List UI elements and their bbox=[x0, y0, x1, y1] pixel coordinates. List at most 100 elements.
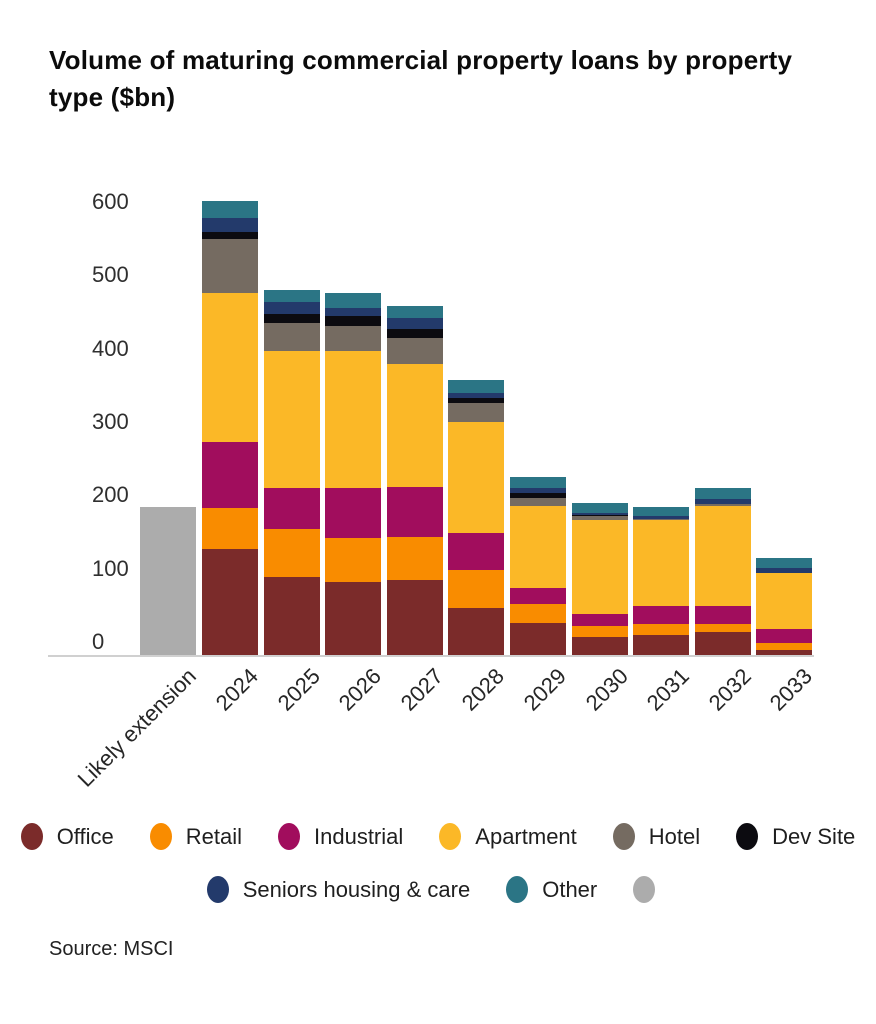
bar-segment bbox=[448, 569, 505, 609]
legend-item: Seniors housing & care bbox=[206, 876, 470, 903]
legend-label: Retail bbox=[185, 823, 242, 849]
bar-segment bbox=[263, 289, 320, 303]
bar-segment bbox=[633, 624, 690, 636]
bar-segment bbox=[140, 506, 196, 655]
bar-segment bbox=[510, 487, 566, 493]
bar-segment bbox=[263, 302, 320, 314]
legend-label: Office bbox=[56, 823, 114, 849]
bar-segment bbox=[694, 498, 751, 504]
bar-segment bbox=[571, 613, 628, 626]
bar-segment bbox=[571, 512, 628, 515]
legend-row-2: Seniors housing & care Other bbox=[0, 876, 876, 903]
bar-segment bbox=[325, 308, 382, 317]
legend-item: Office bbox=[20, 823, 114, 850]
bar-segment bbox=[448, 393, 505, 399]
y-axis-tick-label: 600 bbox=[92, 188, 129, 214]
legend-item: Hotel bbox=[612, 823, 701, 850]
bar-segment bbox=[263, 313, 320, 323]
bar-segment bbox=[325, 538, 382, 582]
bar-segment bbox=[448, 608, 505, 655]
legend-marker-circle bbox=[439, 823, 462, 850]
bar-segment bbox=[386, 487, 443, 537]
y-axis-tick-label: 400 bbox=[92, 335, 129, 361]
bar-segment bbox=[756, 567, 813, 573]
bar-segment bbox=[510, 603, 566, 624]
bar-segment bbox=[633, 516, 690, 519]
bar-segment bbox=[571, 625, 628, 638]
bar-segment bbox=[571, 516, 628, 521]
bar-segment bbox=[694, 624, 751, 632]
bar-segment bbox=[325, 488, 382, 539]
bar-segment bbox=[510, 476, 566, 488]
bar-segment bbox=[386, 338, 443, 364]
bar-segment bbox=[263, 322, 320, 352]
bar-segment bbox=[510, 498, 566, 507]
bar-segment bbox=[448, 379, 505, 394]
bar-segment bbox=[325, 316, 382, 326]
bar-segment bbox=[633, 605, 690, 625]
legend-label: Hotel bbox=[648, 823, 701, 849]
bar-segment bbox=[633, 635, 690, 655]
bar-segment bbox=[448, 421, 505, 534]
bar-segment bbox=[633, 506, 690, 517]
y-axis-tick-label: 200 bbox=[92, 482, 129, 508]
bar-segment bbox=[694, 605, 751, 625]
bar-segment bbox=[202, 508, 258, 549]
legend-marker-circle bbox=[633, 876, 656, 903]
bar-segment bbox=[263, 351, 320, 489]
legend-marker-circle bbox=[612, 823, 635, 850]
source-text: Source: MSCI bbox=[49, 938, 174, 960]
bar-segment bbox=[694, 631, 751, 655]
bar-segment bbox=[386, 580, 443, 655]
legend-item: Industrial bbox=[278, 823, 403, 850]
y-axis-tick-label: 0 bbox=[92, 629, 105, 654]
bar-segment bbox=[571, 637, 628, 655]
bar-segment bbox=[633, 520, 690, 606]
legend-marker-circle bbox=[20, 823, 43, 850]
bar-segment bbox=[756, 643, 813, 650]
legend-item: Dev Site bbox=[736, 823, 855, 850]
bar-segment bbox=[448, 398, 505, 404]
y-axis-tick-label: 500 bbox=[92, 262, 129, 288]
legend-marker-circle bbox=[278, 823, 300, 850]
bar-segment bbox=[756, 572, 813, 629]
legend-marker-circle bbox=[736, 823, 759, 850]
x-axis-line bbox=[48, 655, 814, 657]
bar-segment bbox=[202, 200, 258, 218]
bar-segment bbox=[325, 581, 382, 655]
y-axis-tick-label: 300 bbox=[92, 408, 129, 434]
bar-segment bbox=[386, 318, 443, 329]
bar-segment bbox=[510, 506, 566, 589]
bar-segment bbox=[202, 231, 258, 240]
y-axis-tick-label: 100 bbox=[92, 555, 129, 581]
bar-segment bbox=[510, 588, 566, 604]
legend-item bbox=[633, 876, 669, 903]
legend-label: Other bbox=[542, 876, 598, 902]
bar-segment bbox=[448, 533, 505, 570]
bar-segment bbox=[325, 293, 382, 309]
bar-segment bbox=[756, 628, 813, 644]
bar-segment bbox=[202, 239, 258, 294]
bar-segment bbox=[386, 305, 443, 319]
legend-label: Apartment bbox=[475, 823, 577, 849]
bar-segment bbox=[263, 576, 320, 655]
bar-segment bbox=[202, 441, 258, 509]
bar-segment bbox=[510, 492, 566, 499]
bar-segment bbox=[694, 503, 751, 507]
bar-segment bbox=[756, 558, 813, 568]
bar-segment bbox=[694, 488, 751, 499]
legend-row-1: Office Retail Industrial Apartment Hotel Dev … bbox=[0, 823, 876, 850]
bar-segment bbox=[386, 328, 443, 339]
bar-segment bbox=[202, 293, 258, 442]
legend-item: Other bbox=[506, 876, 597, 903]
chart-title: Volume of maturing commercial property l… bbox=[49, 42, 849, 116]
bar-segment bbox=[571, 503, 628, 513]
bar-segment bbox=[263, 528, 320, 577]
bar-segment bbox=[510, 623, 566, 655]
bar-segment bbox=[694, 506, 751, 606]
bar-segment bbox=[448, 403, 505, 422]
chart-title-line-2: type ($bn) bbox=[49, 82, 176, 112]
bar-segment bbox=[386, 363, 443, 488]
bar-segment bbox=[386, 536, 443, 581]
